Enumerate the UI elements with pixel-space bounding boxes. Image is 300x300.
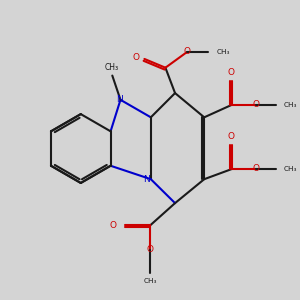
Text: O: O (228, 132, 235, 141)
Text: N: N (116, 95, 123, 104)
Text: O: O (110, 221, 116, 230)
Text: CH₃: CH₃ (217, 49, 230, 55)
Text: CH₃: CH₃ (105, 63, 119, 72)
Text: O: O (147, 245, 154, 254)
Text: CH₃: CH₃ (284, 102, 297, 108)
Text: O: O (132, 53, 139, 62)
Text: O: O (183, 47, 190, 56)
Text: CH₃: CH₃ (284, 166, 297, 172)
Text: CH₃: CH₃ (143, 278, 157, 284)
Text: O: O (252, 100, 260, 109)
Text: O: O (252, 164, 260, 173)
Text: N: N (143, 175, 150, 184)
Text: O: O (228, 68, 235, 77)
